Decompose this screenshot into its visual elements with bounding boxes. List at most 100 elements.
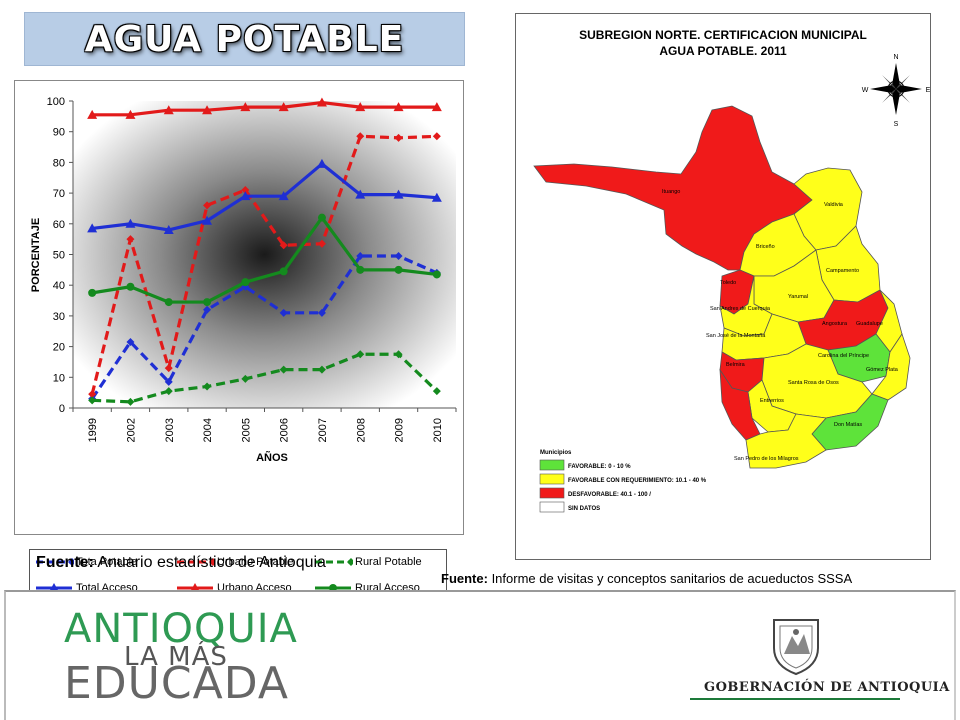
- series-line-4: [92, 100, 437, 117]
- series-5-point: [356, 265, 365, 274]
- x-tick-label: 2009: [394, 418, 406, 442]
- y-tick-label: 0: [59, 403, 65, 415]
- gobernacion-text: GOBERNACIÓN DE ANTIOQUIA: [704, 680, 950, 695]
- series-1-point: [356, 132, 365, 141]
- series-4-point: [393, 102, 404, 112]
- x-tick-label: 2002: [125, 418, 137, 442]
- x-tick-label: 2010: [432, 418, 444, 442]
- map-legend-label: DESFAVORABLE: 40.1 - 100 /: [568, 492, 651, 498]
- series-line-3: [91, 162, 437, 232]
- series-0-point: [279, 308, 288, 317]
- series-4-point: [240, 102, 251, 112]
- municipio-label: Toledo: [720, 280, 736, 286]
- x-tick-label: 2006: [279, 418, 291, 442]
- municipio-label: Gómez Plata: [866, 367, 899, 373]
- series-line-2: [92, 352, 438, 404]
- map-title-line2: AGUA POTABLE. 2011: [659, 44, 787, 58]
- y-tick-label: 70: [53, 188, 65, 200]
- series-0-point: [394, 252, 403, 261]
- series-2-point: [88, 396, 97, 405]
- source-right-label: Fuente:: [441, 571, 488, 586]
- series-3-point: [431, 192, 442, 202]
- series-0-point: [356, 252, 365, 261]
- map-svg: N S E W: [533, 54, 931, 513]
- municipio-label: Belmira: [726, 362, 746, 368]
- map-legend-swatch: [539, 459, 565, 471]
- municipio-label: San Andres de Cuerquia: [710, 306, 771, 312]
- series-1-point: [241, 186, 250, 195]
- map-panel: SUBREGION NORTE. CERTIFICACION MUNICIPAL…: [515, 13, 931, 560]
- municipio-label: Campamento: [826, 268, 859, 274]
- municipio-label: Briceño: [756, 244, 775, 250]
- y-tick-label: 90: [53, 127, 65, 139]
- legend-item: Rural Potable: [313, 556, 422, 568]
- y-tick-label: 30: [53, 311, 65, 323]
- municipio-label: Valdivia: [824, 202, 844, 208]
- map-legend-title: Municipios: [540, 450, 572, 456]
- series-3-point: [125, 218, 136, 228]
- series-4-point: [87, 109, 98, 119]
- legend-swatch: [177, 558, 215, 566]
- series-line-0: [90, 254, 438, 400]
- municipio-label: San Pedro de los Milagros: [734, 456, 799, 462]
- series-1-point: [279, 241, 288, 250]
- municipio-label: San José de la Montaña: [706, 333, 766, 339]
- series-3-point: [316, 158, 327, 168]
- municipio-label: Guadalupe: [856, 321, 883, 327]
- legend-swatch: [36, 583, 72, 592]
- source-right: Fuente: Informe de visitas y conceptos s…: [441, 571, 852, 586]
- series-2-point: [432, 387, 441, 396]
- series-4-point: [355, 102, 366, 112]
- series-1-point: [317, 239, 326, 248]
- series-0-point: [164, 377, 173, 386]
- series-1-point: [394, 133, 403, 142]
- series-0-point: [203, 305, 212, 314]
- series-5-point: [88, 288, 97, 297]
- region-san-pedro: [745, 413, 827, 469]
- series-3-point: [87, 223, 98, 233]
- map-legend-swatch: [539, 473, 565, 485]
- y-tick-label: 40: [53, 280, 65, 292]
- y-tick-label: 10: [53, 372, 65, 384]
- municipio-label: Angostura: [822, 321, 848, 327]
- x-axis-label: AÑOS: [256, 451, 288, 464]
- series-0-point: [126, 337, 135, 346]
- municipio-label: Carolina del Príncipe: [818, 353, 869, 359]
- compass-w: W: [862, 87, 869, 94]
- series-1-point: [203, 201, 212, 210]
- series-4-point: [278, 102, 289, 112]
- compass-s: S: [894, 121, 899, 128]
- series-2-point: [317, 365, 326, 374]
- chart-svg: 0 10 20 30 40 50 60 70 80 90 100 1999 2002 2003 2004 20…: [30, 96, 457, 464]
- series-5-point: [126, 282, 135, 291]
- map-legend-swatch: [539, 501, 565, 513]
- series-5-point: [241, 278, 250, 287]
- series-2-point: [279, 365, 288, 374]
- map-legend-label: FAVORABLE CON REQUERIMIENTO: 10.1 - 40 %: [568, 478, 707, 484]
- x-tick-label: 1999: [87, 418, 99, 442]
- legend-label: Tota Potable: [76, 556, 138, 568]
- y-tick-label: 80: [53, 157, 65, 169]
- legend-item: Tota Potable: [34, 556, 137, 568]
- series-2-point: [126, 397, 135, 406]
- legend-swatch: [177, 583, 213, 592]
- series-4-point: [316, 97, 327, 107]
- series-0-point: [317, 308, 326, 317]
- map-legend-swatch: [539, 487, 565, 499]
- series-3-point: [355, 189, 366, 199]
- series-4-point: [163, 105, 174, 115]
- map-legend-label: SIN DATOS: [568, 506, 600, 512]
- map-legend-label: FAVORABLE: 0 - 10 %: [568, 464, 631, 470]
- compass-e: E: [926, 87, 931, 94]
- title-banner: AGUA POTABLE: [24, 12, 465, 66]
- series-1-point: [432, 132, 441, 141]
- source-left-label: Fuente:: [36, 554, 94, 571]
- line-chart: 0 10 20 30 40 50 60 70 80 90 100 1999 2002 2003 2004 20…: [14, 80, 464, 603]
- legend-swatch: [36, 558, 74, 566]
- series-0-point: [241, 282, 250, 291]
- series-4-point: [431, 102, 442, 112]
- y-tick-label: 50: [53, 250, 65, 262]
- y-axis-label: PORCENTAJE: [30, 218, 42, 292]
- series-1-point: [126, 235, 135, 244]
- municipio-label: Yarumal: [788, 294, 808, 300]
